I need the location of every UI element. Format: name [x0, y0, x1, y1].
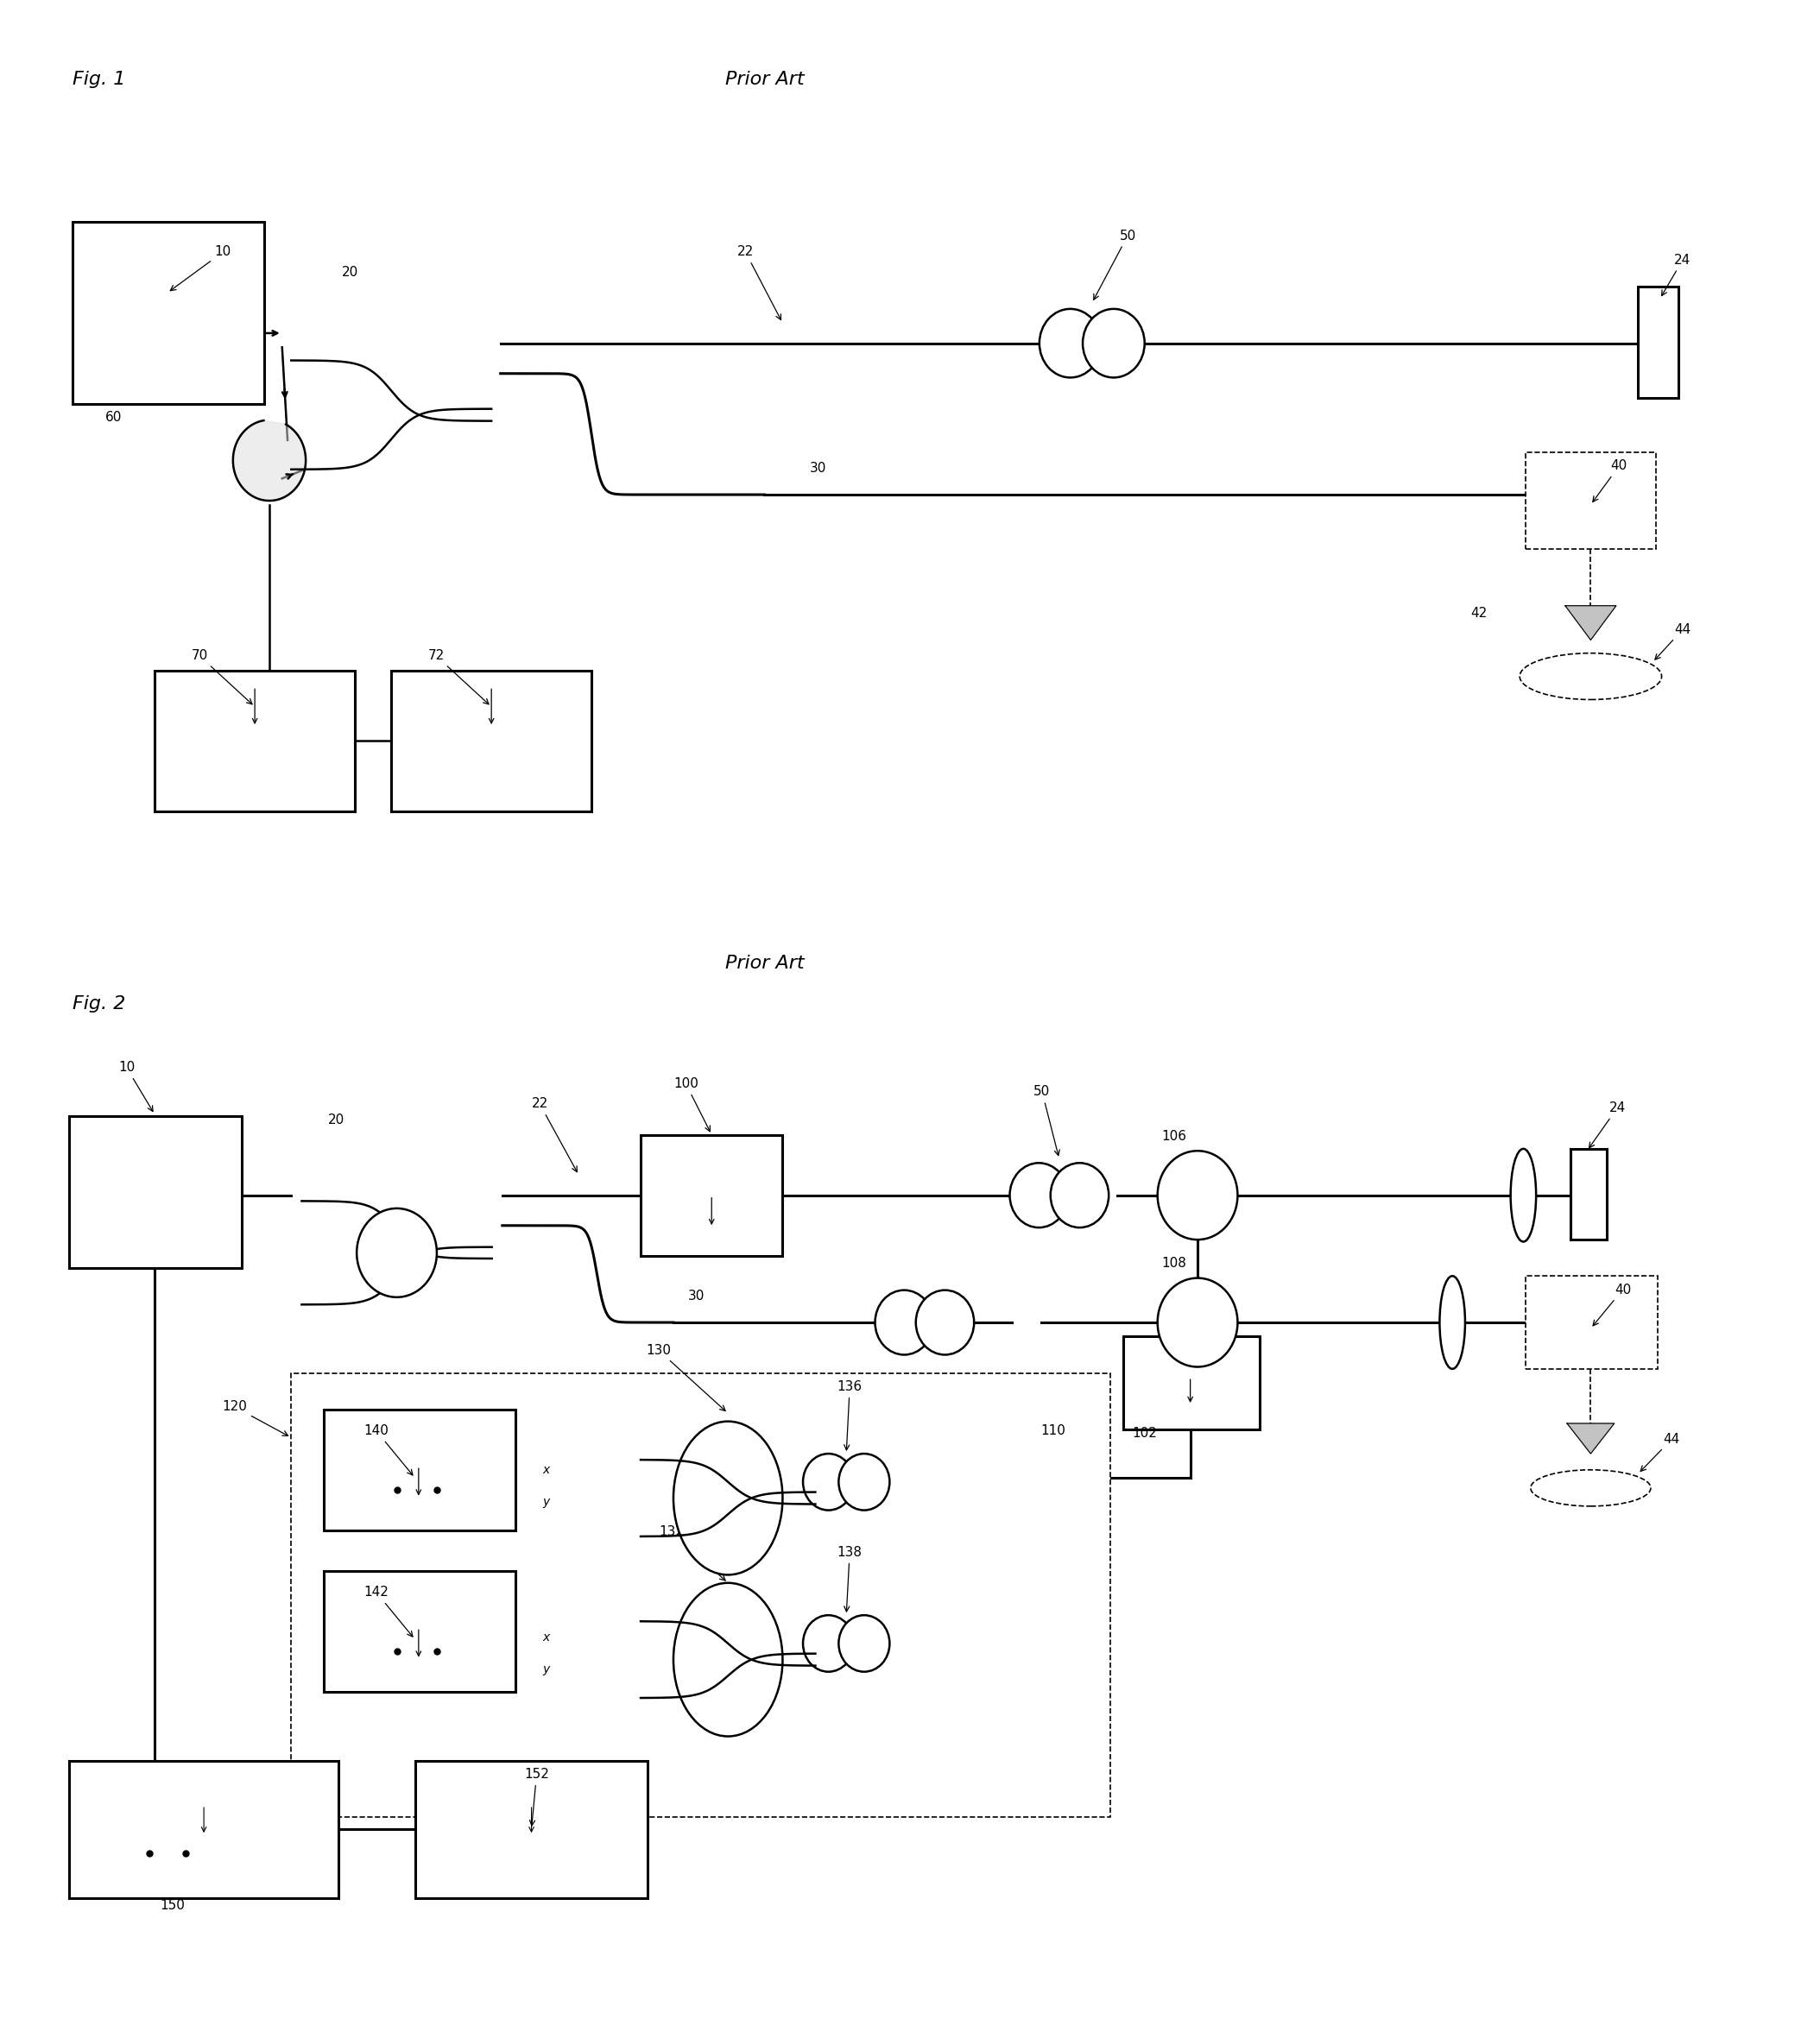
Text: 42: 42 [1471, 608, 1487, 620]
Circle shape [875, 1290, 934, 1355]
Bar [1525, 1276, 1658, 1369]
Text: 100: 100 [673, 1078, 710, 1131]
Polygon shape [1565, 606, 1616, 640]
Circle shape [803, 1454, 854, 1510]
Text: 10: 10 [118, 1062, 153, 1110]
Bar [324, 1571, 515, 1692]
Circle shape [1050, 1163, 1108, 1228]
Circle shape [1158, 1278, 1238, 1367]
Circle shape [1158, 1151, 1238, 1240]
Text: Prior Art: Prior Art [724, 71, 804, 89]
Text: 152: 152 [524, 1769, 550, 1825]
Ellipse shape [1520, 654, 1662, 699]
Bar [69, 1761, 339, 1898]
Circle shape [803, 1615, 854, 1672]
Text: x: x [542, 1464, 550, 1476]
Text: Fig. 2: Fig. 2 [73, 995, 126, 1014]
Text: 120: 120 [222, 1401, 288, 1436]
Circle shape [1039, 309, 1101, 378]
Ellipse shape [673, 1583, 783, 1736]
Circle shape [1010, 1163, 1068, 1228]
Bar [1525, 452, 1656, 549]
Circle shape [839, 1615, 890, 1672]
Ellipse shape [1531, 1470, 1651, 1506]
Text: 20: 20 [342, 267, 359, 279]
Bar [324, 1409, 515, 1530]
Text: Fig. 1: Fig. 1 [73, 71, 126, 89]
Bar [69, 1117, 242, 1268]
Text: 138: 138 [837, 1547, 863, 1611]
Text: 44: 44 [1640, 1433, 1680, 1472]
Text: 140: 140 [364, 1425, 413, 1476]
Text: 20: 20 [328, 1114, 344, 1127]
Bar [1638, 287, 1678, 398]
Text: 60: 60 [106, 412, 122, 424]
Text: 70: 70 [191, 650, 253, 705]
Text: 30: 30 [688, 1290, 704, 1302]
Bar [291, 1373, 1110, 1817]
Bar [1123, 1337, 1259, 1429]
Text: 102: 102 [1132, 1427, 1158, 1440]
Ellipse shape [1511, 1149, 1536, 1242]
Text: y: y [542, 1496, 550, 1508]
Text: 50: 50 [1094, 230, 1136, 299]
Text: 50: 50 [1034, 1086, 1059, 1155]
Bar [391, 670, 592, 812]
Text: 110: 110 [1041, 1425, 1067, 1438]
Text: 22: 22 [531, 1098, 577, 1171]
Ellipse shape [1440, 1276, 1465, 1369]
Ellipse shape [673, 1421, 783, 1575]
Polygon shape [233, 420, 306, 501]
Text: 136: 136 [837, 1381, 863, 1450]
Circle shape [1083, 309, 1145, 378]
Circle shape [915, 1290, 974, 1355]
Bar [415, 1761, 648, 1898]
Text: 132: 132 [659, 1526, 726, 1581]
Text: y: y [542, 1664, 550, 1676]
Text: 150: 150 [160, 1900, 186, 1912]
Polygon shape [1567, 1423, 1614, 1454]
Text: Prior Art: Prior Art [724, 955, 804, 973]
Bar [641, 1135, 783, 1256]
Bar [155, 670, 355, 812]
Text: 106: 106 [1161, 1131, 1187, 1143]
Text: 72: 72 [428, 650, 490, 705]
Text: 24: 24 [1589, 1102, 1625, 1149]
Bar [73, 222, 264, 404]
Text: 30: 30 [810, 462, 826, 474]
Text: 44: 44 [1654, 624, 1691, 660]
Circle shape [839, 1454, 890, 1510]
Text: 24: 24 [1662, 254, 1691, 295]
Text: 40: 40 [1592, 1284, 1631, 1326]
Bar [1571, 1149, 1607, 1240]
Text: 130: 130 [646, 1345, 726, 1411]
Text: 108: 108 [1161, 1258, 1187, 1270]
Text: 22: 22 [737, 246, 781, 319]
Text: 40: 40 [1592, 460, 1627, 503]
Text: x: x [542, 1631, 550, 1643]
Text: 142: 142 [364, 1587, 413, 1637]
Circle shape [357, 1207, 437, 1298]
Text: 10: 10 [171, 246, 231, 291]
